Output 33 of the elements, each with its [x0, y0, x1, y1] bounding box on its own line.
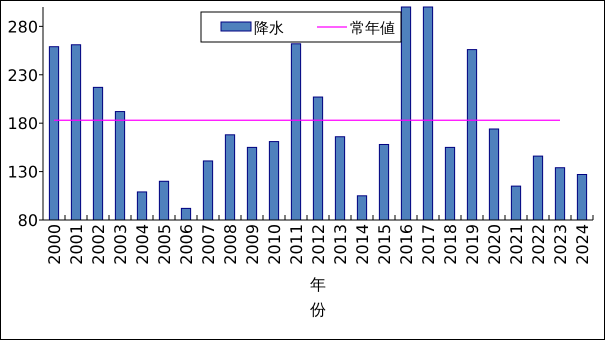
x-tick-label: 2004	[133, 224, 152, 265]
x-tick-label: 2018	[441, 224, 460, 265]
x-tick-label: 2005	[155, 224, 174, 265]
x-tick-label: 2022	[529, 224, 548, 265]
x-tick-label: 2000	[45, 224, 64, 265]
y-tick-label: 230	[7, 66, 38, 85]
x-tick-label: 2009	[243, 224, 262, 265]
x-tick-label: 2024	[573, 224, 592, 265]
x-tick-label: 2021	[507, 224, 526, 265]
y-tick-label: 80	[18, 211, 38, 230]
x-tick-label: 2011	[287, 224, 306, 265]
x-tick-label: 2012	[309, 224, 328, 265]
x-tick-label: 2013	[331, 224, 350, 265]
y-tick-label: 180	[7, 114, 38, 134]
x-tick-label: 2014	[353, 224, 372, 265]
x-tick-label: 2016	[397, 224, 416, 265]
x-tick-label: 2015	[375, 224, 394, 265]
x-tick-label: 2008	[221, 224, 240, 265]
x-tick-label: 2007	[199, 224, 218, 265]
legend-label: 降水	[254, 19, 284, 37]
x-tick-label: 2003	[111, 224, 130, 265]
x-tick-label: 2019	[463, 224, 482, 265]
x-tick-label: 2001	[67, 224, 86, 265]
legend-label: 常年値	[350, 19, 395, 37]
x-tick-label: 2017	[419, 224, 438, 265]
y-tick-label: 280	[7, 17, 38, 36]
x-tick-label: 2002	[89, 224, 108, 265]
x-tick-label: 2010	[265, 224, 284, 265]
x-tick-label: 2020	[485, 224, 504, 265]
x-axis-title: 年份	[310, 275, 326, 319]
x-tick-label: 2006	[177, 224, 196, 265]
y-tick-label: 130	[7, 162, 38, 182]
x-tick-label: 2023	[551, 224, 570, 265]
